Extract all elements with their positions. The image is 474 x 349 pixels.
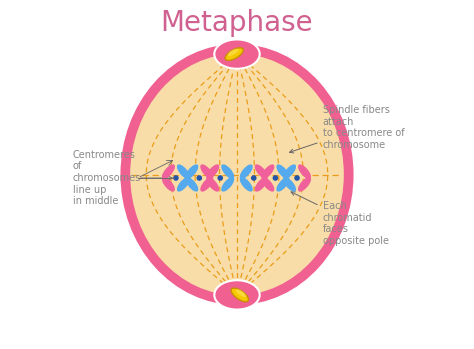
Ellipse shape [298,164,311,179]
Ellipse shape [228,49,238,56]
Ellipse shape [214,280,260,310]
Ellipse shape [240,177,253,192]
Ellipse shape [185,177,198,192]
Ellipse shape [206,164,219,179]
Ellipse shape [162,164,175,179]
Ellipse shape [214,39,260,69]
Ellipse shape [200,164,213,179]
Text: Each
chromatid
faces
opposite pole: Each chromatid faces opposite pole [291,192,389,246]
Ellipse shape [255,164,268,179]
Ellipse shape [261,177,274,192]
Ellipse shape [283,177,296,192]
Ellipse shape [162,177,175,192]
Circle shape [174,176,178,180]
Ellipse shape [231,288,248,302]
Ellipse shape [221,164,234,179]
Circle shape [252,176,256,180]
Circle shape [197,176,201,180]
Ellipse shape [200,177,213,192]
Ellipse shape [177,164,190,179]
Text: Centromeres
of
chromosomes
line up
in middle: Centromeres of chromosomes line up in mi… [73,150,141,206]
Circle shape [273,176,277,180]
Ellipse shape [255,177,268,192]
Ellipse shape [185,164,198,179]
Ellipse shape [276,177,290,192]
Circle shape [295,176,299,180]
Ellipse shape [206,177,219,192]
Ellipse shape [225,48,243,60]
Ellipse shape [236,289,246,297]
Circle shape [218,176,222,180]
Ellipse shape [298,177,311,192]
Ellipse shape [261,164,274,179]
Ellipse shape [177,177,190,192]
Ellipse shape [125,49,349,300]
Text: Spindle fibers
attach
to centromere of
chromosome: Spindle fibers attach to centromere of c… [290,105,404,153]
Text: Metaphase: Metaphase [161,9,313,37]
Ellipse shape [283,164,296,179]
Ellipse shape [276,164,290,179]
Ellipse shape [240,164,253,179]
Ellipse shape [221,177,234,192]
